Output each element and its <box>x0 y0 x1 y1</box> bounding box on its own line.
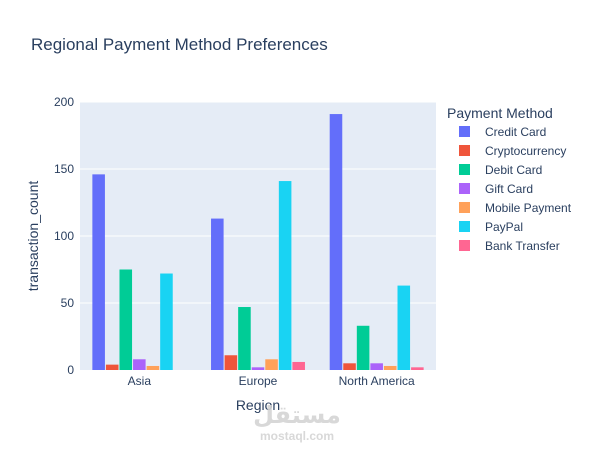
bar-mobile-payment-asia[interactable] <box>146 365 160 370</box>
bar-cryptocurrency-europe[interactable] <box>224 355 238 370</box>
bar-mobile-payment-europe[interactable] <box>265 359 278 370</box>
bar-credit-card-asia[interactable] <box>92 174 105 370</box>
bar-debit-card-asia[interactable] <box>119 269 133 371</box>
bar-cryptocurrency-asia[interactable] <box>105 364 119 370</box>
legend: Payment Method Credit Card Cryptocurrency… <box>447 105 572 253</box>
bar-debit-card-north-america[interactable] <box>356 325 370 370</box>
y-tick-label: 0 <box>67 363 74 377</box>
x-tick-labels: Asia Europe North America <box>128 374 415 388</box>
legend-swatch <box>459 221 470 232</box>
x-tick-label: North America <box>339 374 415 388</box>
bar-credit-card-north-america[interactable] <box>329 114 343 370</box>
legend-item-label[interactable]: Debit Card <box>485 163 542 177</box>
x-axis-title: Region <box>236 397 280 413</box>
legend-swatch <box>459 145 470 156</box>
y-axis-title: transaction_count <box>25 181 41 292</box>
watermark: مستقل mostaql.com <box>253 402 341 443</box>
bars <box>92 114 424 371</box>
chart-title: Regional Payment Method Preferences <box>31 35 328 54</box>
legend-item-label[interactable]: Mobile Payment <box>485 201 572 215</box>
y-tick-labels: 0 50 100 150 200 <box>54 95 74 377</box>
bar-credit-card-europe[interactable] <box>211 218 224 370</box>
bar-bank-transfer-europe[interactable] <box>292 361 305 370</box>
watermark-arabic: مستقل <box>253 402 341 429</box>
legend-item-label[interactable]: Gift Card <box>485 182 533 196</box>
y-tick-label: 200 <box>54 95 74 109</box>
legend-swatch <box>459 183 470 194</box>
legend-swatch <box>459 164 470 175</box>
gridlines <box>80 101 436 304</box>
legend-item-label[interactable]: PayPal <box>485 220 523 234</box>
y-tick-label: 100 <box>54 229 74 243</box>
x-tick-label: Asia <box>128 374 152 388</box>
legend-swatch <box>459 240 470 251</box>
legend-item-label[interactable]: Bank Transfer <box>485 239 560 253</box>
watermark-latin: mostaql.com <box>260 429 334 443</box>
x-tick-label: Europe <box>239 374 278 388</box>
bar-gift-card-europe[interactable] <box>251 367 265 370</box>
bar-paypal-north-america[interactable] <box>397 285 411 370</box>
bar-bank-transfer-north-america[interactable] <box>411 367 424 370</box>
bar-debit-card-europe[interactable] <box>238 307 251 370</box>
bar-gift-card-north-america[interactable] <box>370 363 383 370</box>
bar-cryptocurrency-north-america[interactable] <box>343 363 356 370</box>
bar-paypal-asia[interactable] <box>160 273 173 370</box>
bar-paypal-europe[interactable] <box>278 181 292 370</box>
legend-item-label[interactable]: Cryptocurrency <box>485 144 566 158</box>
legend-swatch <box>459 202 470 213</box>
legend-title: Payment Method <box>447 105 553 121</box>
legend-item-label[interactable]: Credit Card <box>485 125 546 139</box>
legend-swatch <box>459 126 470 137</box>
y-tick-label: 150 <box>54 162 74 176</box>
bar-mobile-payment-north-america[interactable] <box>383 365 397 370</box>
y-tick-label: 50 <box>61 296 75 310</box>
bar-gift-card-asia[interactable] <box>133 359 146 370</box>
